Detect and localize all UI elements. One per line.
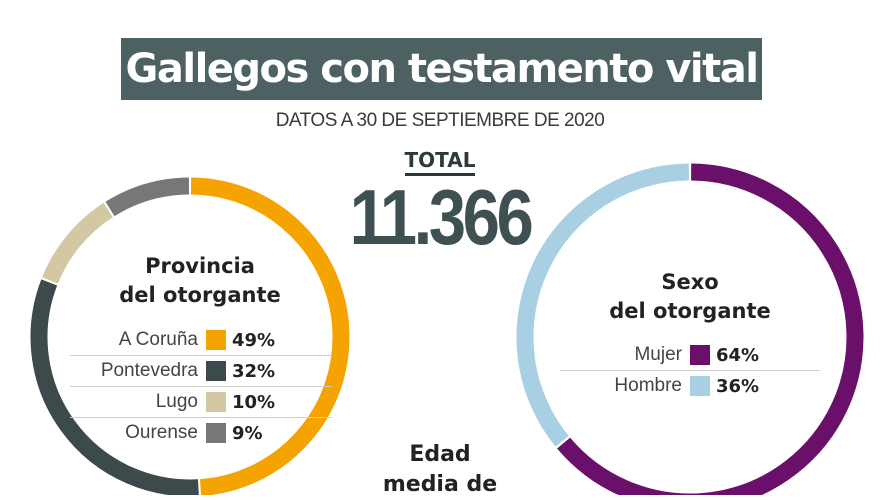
slice-pontevedra bbox=[30, 279, 199, 495]
legend-row: A Coruña 49% bbox=[70, 325, 332, 356]
age-label: Edad media de bbox=[360, 440, 520, 500]
legend-swatch bbox=[690, 345, 710, 365]
legend-value: 36% bbox=[716, 375, 760, 397]
legend-swatch bbox=[690, 376, 710, 396]
legend-swatch bbox=[206, 423, 226, 443]
legend-swatch bbox=[206, 392, 226, 412]
slice-ourense bbox=[105, 177, 190, 217]
legend-swatch bbox=[206, 330, 226, 350]
chart-subtitle: DATOS A 30 DE SEPTIEMBRE DE 2020 bbox=[275, 110, 605, 131]
total-label-text: TOTAL bbox=[404, 148, 476, 176]
legend-label: Ourense bbox=[125, 422, 198, 443]
total-label: TOTAL bbox=[360, 148, 520, 176]
legend-value: 32% bbox=[232, 360, 276, 382]
age-label-line1: Edad bbox=[409, 442, 471, 467]
slice-hombre bbox=[516, 163, 689, 447]
legend-row: Hombre 36% bbox=[560, 371, 820, 401]
legend-value: 64% bbox=[716, 344, 760, 366]
legend-label: Hombre bbox=[614, 375, 682, 396]
province-chart-title: Provincia del otorgante bbox=[105, 252, 295, 310]
total-value: 11.366 bbox=[349, 173, 534, 261]
province-title-line2: del otorgante bbox=[119, 283, 281, 307]
province-legend: A Coruña 49% Pontevedra 32% Lugo 10% Our… bbox=[70, 325, 332, 448]
legend-value: 9% bbox=[232, 422, 263, 444]
legend-label: Lugo bbox=[155, 391, 198, 412]
sex-legend: Mujer 64% Hombre 36% bbox=[560, 340, 820, 401]
sex-title-line1: Sexo bbox=[661, 270, 719, 294]
age-label-line2: media de bbox=[382, 472, 498, 497]
legend-row: Ourense 9% bbox=[70, 418, 332, 448]
legend-label: A Coruña bbox=[118, 329, 198, 350]
legend-row: Mujer 64% bbox=[560, 340, 820, 371]
legend-label: Mujer bbox=[634, 344, 682, 365]
slice-lugo bbox=[42, 202, 113, 284]
legend-swatch bbox=[206, 361, 226, 381]
chart-title: Gallegos con testamento vital bbox=[125, 46, 759, 92]
sex-title-line2: del otorgante bbox=[609, 299, 771, 323]
province-title-line1: Provincia bbox=[145, 254, 255, 278]
legend-value: 49% bbox=[232, 329, 276, 351]
slice-mujer bbox=[557, 163, 864, 495]
legend-row: Pontevedra 32% bbox=[70, 356, 332, 387]
slice-a-coruna bbox=[190, 177, 350, 495]
title-banner: Gallegos con testamento vital bbox=[121, 38, 762, 100]
legend-value: 10% bbox=[232, 391, 276, 413]
legend-label: Pontevedra bbox=[100, 360, 198, 381]
sex-chart-title: Sexo del otorgante bbox=[590, 268, 790, 326]
legend-row: Lugo 10% bbox=[70, 387, 332, 418]
